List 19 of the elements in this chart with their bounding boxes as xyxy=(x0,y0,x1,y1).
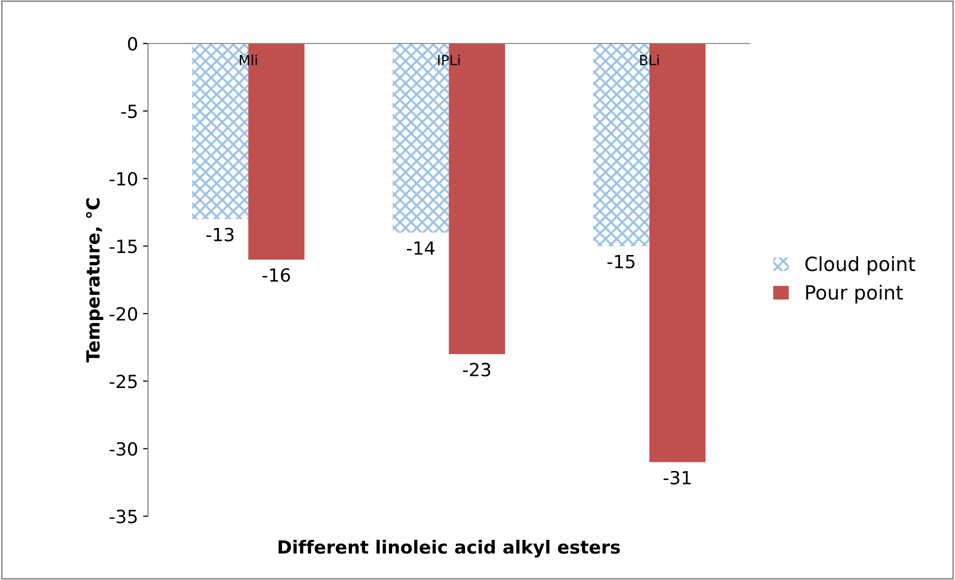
y-tick-label: 0 xyxy=(128,36,138,51)
y-tick-label: -20 xyxy=(110,307,138,321)
x-axis-title: Different linoleic acid alkyl esters xyxy=(278,540,620,558)
data-label: -16 xyxy=(262,268,290,282)
data-label: -15 xyxy=(607,254,634,268)
y-tick-label: -35 xyxy=(110,510,137,524)
legend-label: Cloud point xyxy=(805,256,916,275)
data-label: -13 xyxy=(206,228,234,242)
data-label: -31 xyxy=(664,470,691,484)
y-tick-label: -5 xyxy=(121,104,137,118)
legend-label: Pour point xyxy=(806,284,903,304)
y-tick-label: -30 xyxy=(110,442,138,456)
y-tick-label: -25 xyxy=(110,374,137,388)
data-label: -14 xyxy=(406,241,435,255)
y-tick-label: -10 xyxy=(110,172,138,186)
y-axis-title: Temperature, °C xyxy=(86,198,104,362)
data-label: -23 xyxy=(463,362,490,376)
y-tick-label: -15 xyxy=(110,240,137,254)
x-tick-label: Mli xyxy=(240,54,257,66)
